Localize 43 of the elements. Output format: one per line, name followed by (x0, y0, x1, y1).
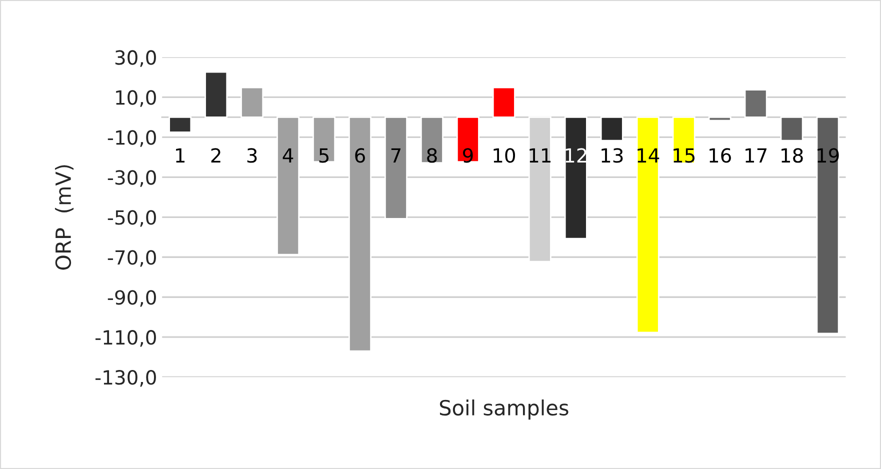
bar (384, 116, 408, 220)
y-tick-label: -110,0 (96, 330, 156, 347)
y-tick-label: -50,0 (108, 210, 156, 227)
x-tick-label: 9 (462, 148, 473, 163)
bar (636, 116, 660, 334)
y-tick-label: -70,0 (108, 250, 156, 267)
y-tick-label: 10,0 (116, 90, 156, 107)
bar (744, 89, 768, 118)
bar (240, 86, 264, 118)
y-tick-label: -90,0 (108, 290, 156, 307)
bar (276, 116, 300, 256)
bar (456, 116, 480, 162)
x-tick-label: 16 (710, 148, 731, 163)
bar (708, 116, 732, 122)
bar (780, 116, 804, 142)
x-tick-label: 5 (319, 148, 329, 163)
x-tick-label: 3 (247, 148, 257, 163)
y-tick-label: 30,0 (115, 50, 156, 67)
bar (312, 116, 336, 162)
y-axis-title: ORP (mV) (54, 165, 74, 270)
x-tick-label: 1 (176, 148, 184, 163)
bar (564, 116, 588, 240)
bar (600, 116, 624, 142)
y-tick-label: -10,0 (108, 130, 156, 147)
y-tick-label: -130,0 (96, 370, 156, 387)
bar (816, 116, 840, 334)
x-tick-label: 8 (427, 148, 437, 163)
bar (168, 116, 192, 133)
x-tick-label: 10 (494, 148, 516, 163)
x-axis-title: Soil samples (440, 399, 568, 420)
bar (348, 116, 372, 352)
y-tick-label: -30,0 (108, 170, 156, 187)
bar (492, 86, 516, 118)
bar (420, 116, 444, 164)
x-tick-label: 13 (602, 148, 623, 163)
x-tick-label: 2 (211, 148, 220, 163)
x-tick-label: 18 (782, 148, 803, 163)
bar (204, 71, 228, 118)
x-tick-label: 11 (530, 148, 550, 163)
x-tick-label: 7 (391, 148, 401, 163)
x-tick-label: 6 (355, 148, 365, 163)
x-tick-label: 17 (746, 148, 767, 163)
x-tick-label: 4 (282, 148, 294, 163)
